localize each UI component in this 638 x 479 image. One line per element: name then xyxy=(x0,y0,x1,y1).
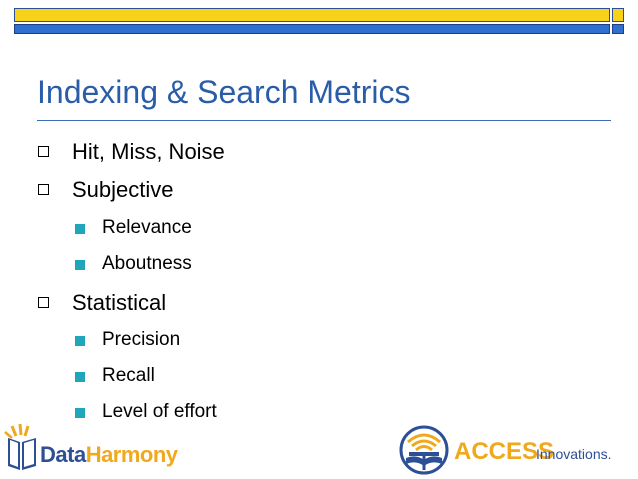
bullet-box-icon xyxy=(38,146,49,157)
header-band-blue xyxy=(14,24,610,34)
innovations-wordmark: Innovations. xyxy=(536,446,612,462)
sub-bullet-square-icon xyxy=(75,224,85,234)
sub-bullet-square-icon xyxy=(75,260,85,270)
sub-bullet-square-icon xyxy=(75,372,85,382)
sub-bullet-item: Precision xyxy=(102,329,181,350)
sub-bullet-item: Recall xyxy=(102,365,155,386)
bullet-box-icon xyxy=(38,297,49,308)
sub-bullet-item: Relevance xyxy=(102,217,192,238)
header-band xyxy=(14,8,624,34)
header-band-yellow-cap xyxy=(612,8,624,22)
data-harmony-book-icon xyxy=(4,424,36,470)
sub-bullet-square-icon xyxy=(75,336,85,346)
logo-text: Data xyxy=(40,442,86,467)
logo-text: Harmony xyxy=(85,442,178,467)
access-innovations-globe-icon xyxy=(399,425,449,475)
sub-bullet-item: Aboutness xyxy=(102,253,192,274)
access-innovations-logo: ACCESS Innovations. xyxy=(396,420,636,476)
data-harmony-logo: DataHarmony xyxy=(0,420,200,476)
bullet-item: Subjective xyxy=(72,177,174,202)
sub-bullet-item: Level of effort xyxy=(102,401,217,422)
bullet-item: Hit, Miss, Noise xyxy=(72,139,225,164)
bullet-item: Statistical xyxy=(72,290,167,315)
bullet-box-icon xyxy=(38,184,49,195)
data-harmony-wordmark: DataHarmony xyxy=(40,442,178,468)
sub-bullet-square-icon xyxy=(75,408,85,418)
slide-title: Indexing & Search Metrics xyxy=(37,74,411,110)
header-band-blue-cap xyxy=(612,24,624,34)
access-wordmark: ACCESS xyxy=(454,438,555,465)
title-divider xyxy=(37,120,611,121)
header-band-yellow xyxy=(14,8,610,22)
